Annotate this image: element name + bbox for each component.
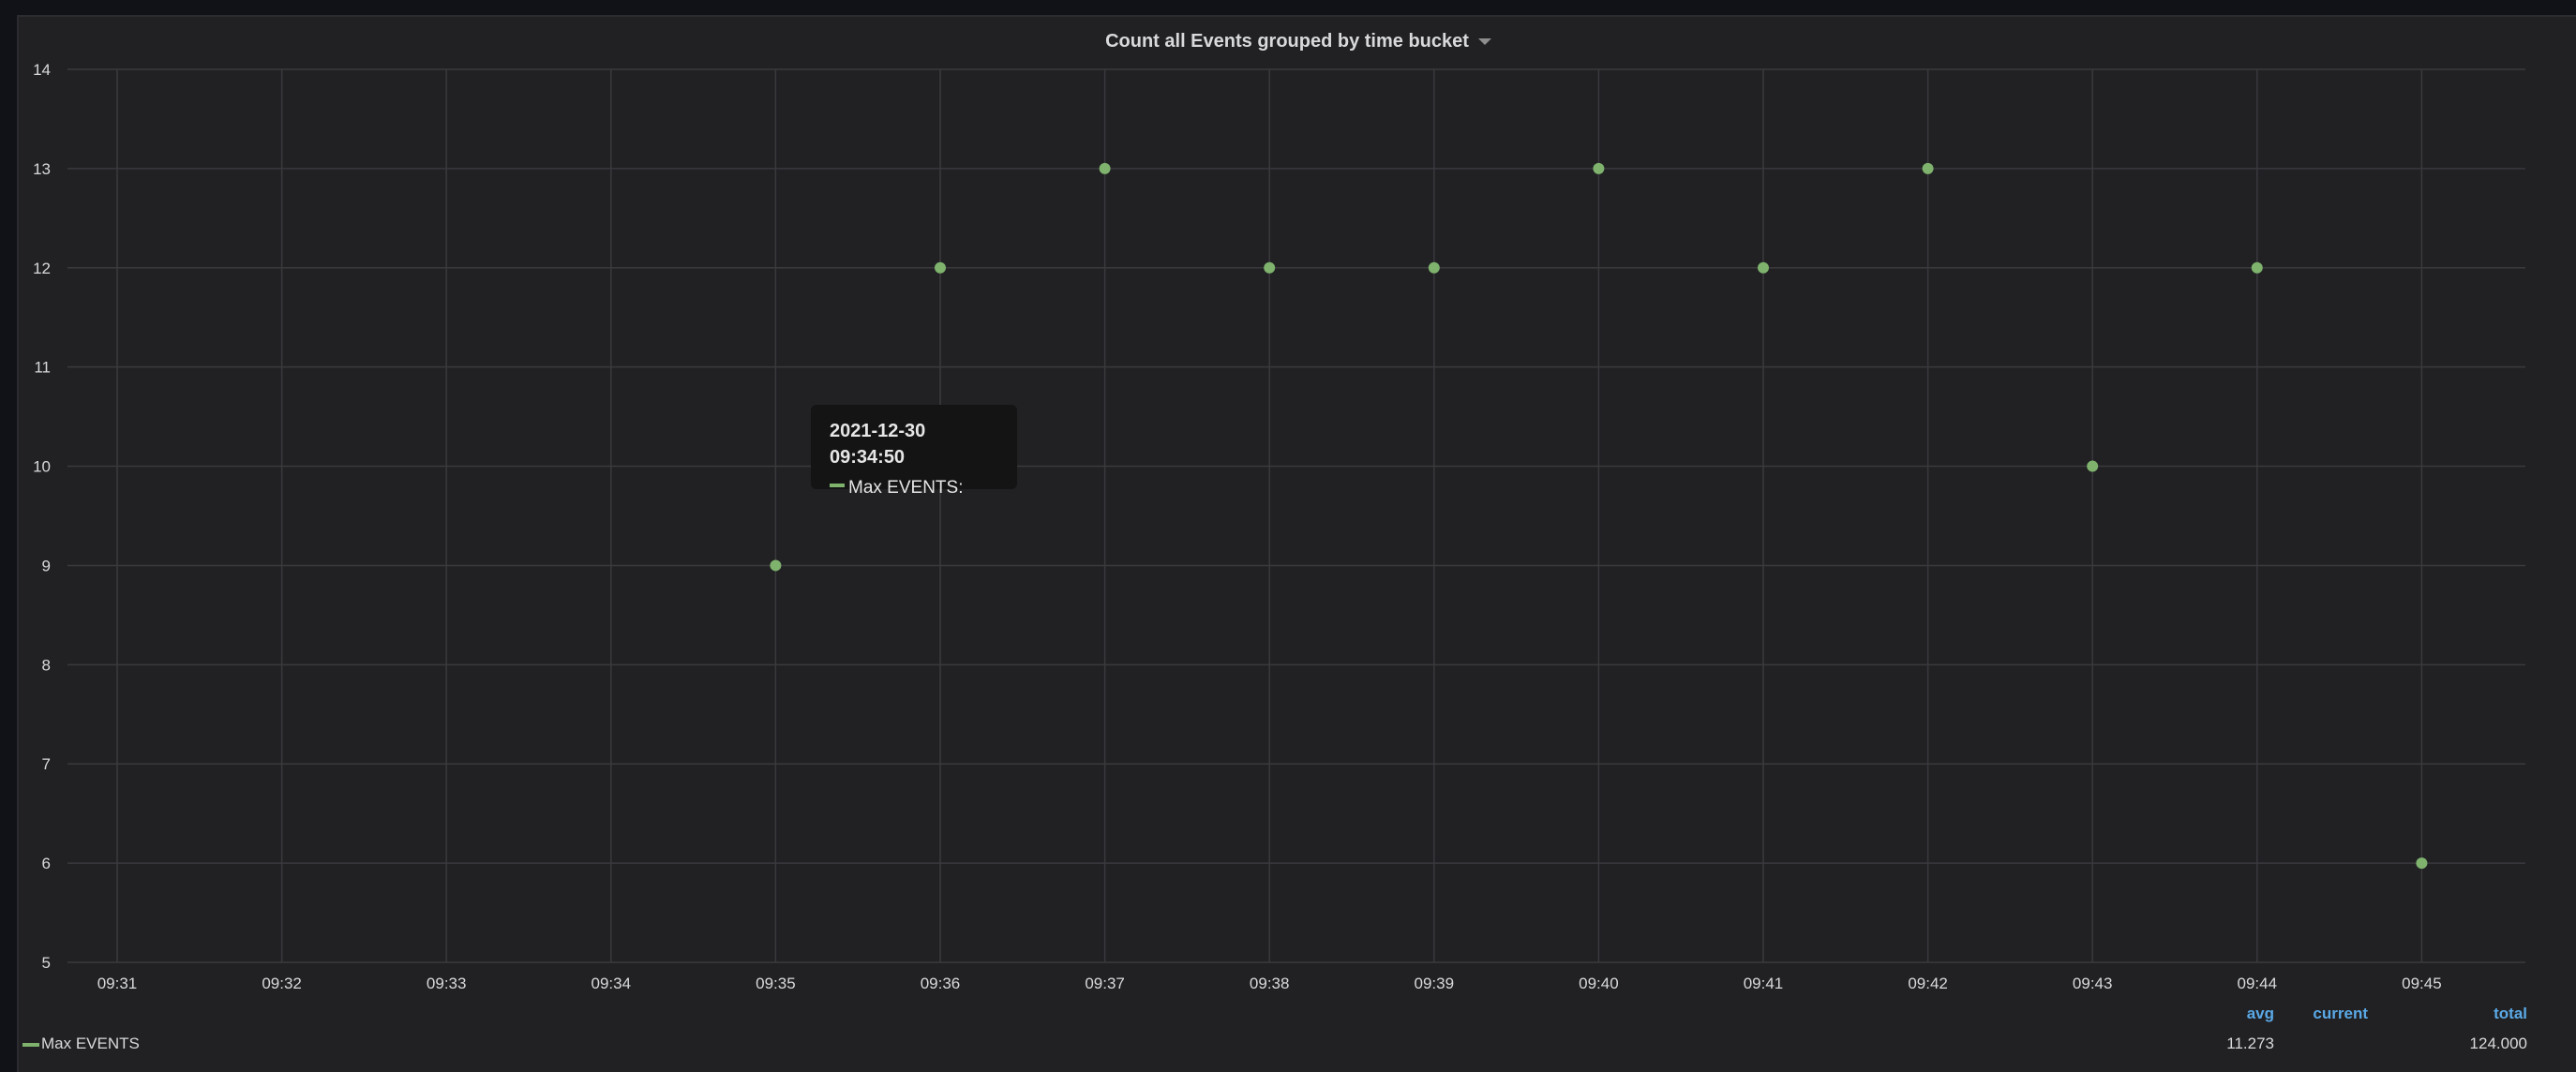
x-tick-label: 09:40 [1579,975,1619,992]
x-tick-label: 09:44 [2238,975,2278,992]
x-tick-label: 09:33 [427,975,467,992]
legend: avg current total Max EVENTS 11.273 124.000 [22,993,2535,1059]
data-point[interactable] [1758,261,1769,274]
data-point[interactable] [1099,162,1111,174]
data-point[interactable] [770,559,782,572]
legend-series-swatch[interactable] [22,1043,39,1047]
legend-headers: avg current total [2209,1005,2527,1023]
series-points [770,162,2428,870]
y-gridlines [67,68,2525,963]
y-tick-label: 9 [42,557,51,574]
legend-series-values: 11.273 124.000 [2209,1035,2527,1053]
y-tick-label: 7 [42,755,51,773]
tooltip-series-swatch [830,483,845,487]
x-tick-label: 09:37 [1085,975,1125,992]
y-tick-label: 13 [33,160,51,178]
graph-panel: Count all Events grouped by time bucket [17,15,2576,1072]
tooltip-series-label: Max EVENTS: [848,478,964,498]
data-point[interactable] [2087,460,2099,472]
data-point[interactable] [2251,261,2263,274]
x-tick-label: 09:41 [1744,975,1784,992]
legend-header-current[interactable]: current [2313,1005,2368,1022]
legend-header-total[interactable]: total [2494,1005,2527,1022]
legend-value-avg: 11.273 [2226,1035,2274,1052]
x-tick-label: 09:45 [2402,975,2442,992]
x-tick-label: 09:43 [2073,975,2113,992]
y-axis-tick-labels: 5 6 7 8 9 10 11 12 13 14 [33,61,51,972]
y-tick-label: 12 [33,260,51,277]
legend-header-avg[interactable]: avg [2246,1005,2274,1022]
data-point[interactable] [1922,162,1934,174]
hover-tooltip: 2021-12-30 09:34:50 Max EVENTS: [811,405,1017,498]
x-tick-label: 09:36 [921,975,961,992]
x-tick-label: 09:39 [1415,975,1455,992]
tooltip-series-row: Max EVENTS: [830,474,998,502]
y-tick-label: 5 [42,954,51,972]
y-tick-label: 8 [42,656,51,674]
tooltip-time: 2021-12-30 09:34:50 [830,421,926,468]
data-point[interactable] [2416,857,2428,870]
legend-series-name[interactable]: Max EVENTS [41,1035,140,1052]
panel-title[interactable]: Count all Events grouped by time bucket [19,22,2576,60]
legend-value-total: 124.000 [2469,1035,2527,1052]
chevron-down-icon[interactable] [1477,38,1491,46]
data-point[interactable] [1264,261,1276,274]
y-tick-label: 10 [33,458,51,476]
data-point[interactable] [1593,162,1605,174]
y-tick-label: 6 [42,855,51,872]
x-tick-label: 09:35 [756,975,796,992]
x-gridlines [116,69,2423,962]
data-point[interactable] [935,261,946,274]
x-tick-label: 09:34 [592,975,632,992]
x-tick-label: 09:38 [1250,975,1290,992]
x-axis-tick-labels: 09:31 09:32 09:33 09:34 09:35 09:36 09:37 09:38… [97,975,2442,992]
data-point[interactable] [1428,261,1440,274]
panel-title-text[interactable]: Count all Events grouped by time bucket [1105,31,1469,52]
y-tick-label: 14 [33,61,51,79]
x-tick-label: 09:32 [262,975,302,992]
x-tick-label: 09:42 [1908,975,1948,992]
x-tick-label: 09:31 [97,975,138,992]
y-tick-label: 11 [34,359,51,377]
